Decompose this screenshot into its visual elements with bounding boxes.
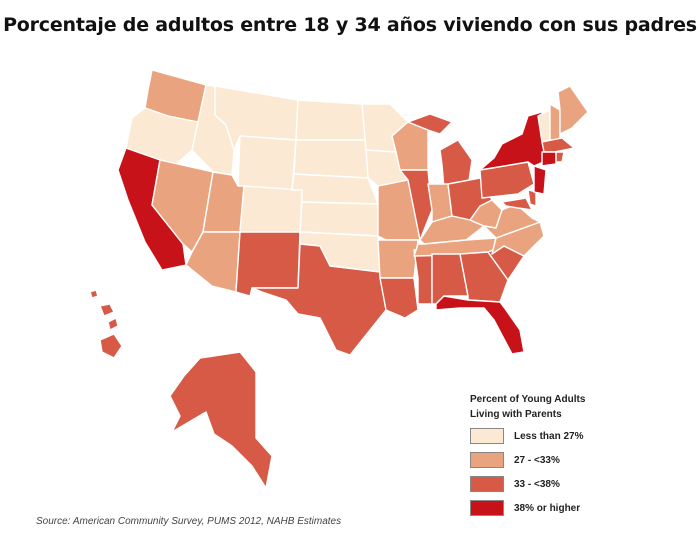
state-SD <box>293 139 369 179</box>
state-MA <box>541 137 575 153</box>
legend-label-3: 38% or higher <box>514 502 581 514</box>
state-CO <box>239 185 303 233</box>
state-MD <box>501 197 533 211</box>
state-HI-2 <box>99 303 115 317</box>
legend-swatch-0 <box>470 428 504 444</box>
state-ND <box>295 99 367 141</box>
state-IL <box>399 169 433 241</box>
state-KS <box>299 201 379 237</box>
state-NE <box>291 173 379 205</box>
state-WY <box>237 135 297 191</box>
state-AK <box>169 351 273 489</box>
legend-item-1: 27 - <33% <box>470 450 690 470</box>
state-OR <box>125 107 199 169</box>
map-title: Porcentaje de adultos entre 18 y 34 años… <box>3 14 697 36</box>
legend-label-1: 27 - <33% <box>514 454 560 466</box>
legend-item-2: 33 - <38% <box>470 474 690 494</box>
legend: Percent of Young Adults Living with Pare… <box>470 392 690 518</box>
state-HI-4 <box>99 333 123 359</box>
legend-label-2: 33 - <38% <box>514 478 560 490</box>
legend-title-line1: Percent of Young Adults <box>470 394 586 405</box>
state-LA <box>379 277 419 319</box>
source-note: Source: American Community Survey, PUMS … <box>36 516 342 527</box>
legend-label-0: Less than 27% <box>514 430 584 442</box>
state-NJ <box>533 165 547 195</box>
legend-item-3: 38% or higher <box>470 498 690 518</box>
state-NM <box>235 231 301 297</box>
legend-title-line2: Living with Parents <box>470 409 562 420</box>
legend-swatch-2 <box>470 476 504 492</box>
legend-swatch-3 <box>470 500 504 516</box>
state-RI <box>555 151 565 163</box>
legend-swatch-1 <box>470 452 504 468</box>
state-HI-1 <box>89 289 99 299</box>
state-FL <box>435 295 525 355</box>
state-TX <box>251 243 387 356</box>
state-ME <box>557 85 589 135</box>
state-AR <box>377 239 419 279</box>
state-HI-3 <box>107 317 119 331</box>
state-VA <box>483 203 541 239</box>
state-MI-UP <box>407 113 453 135</box>
state-CT <box>541 151 557 167</box>
state-NY <box>479 111 549 171</box>
legend-item-0: Less than 27% <box>470 426 690 446</box>
state-NH <box>549 103 561 141</box>
